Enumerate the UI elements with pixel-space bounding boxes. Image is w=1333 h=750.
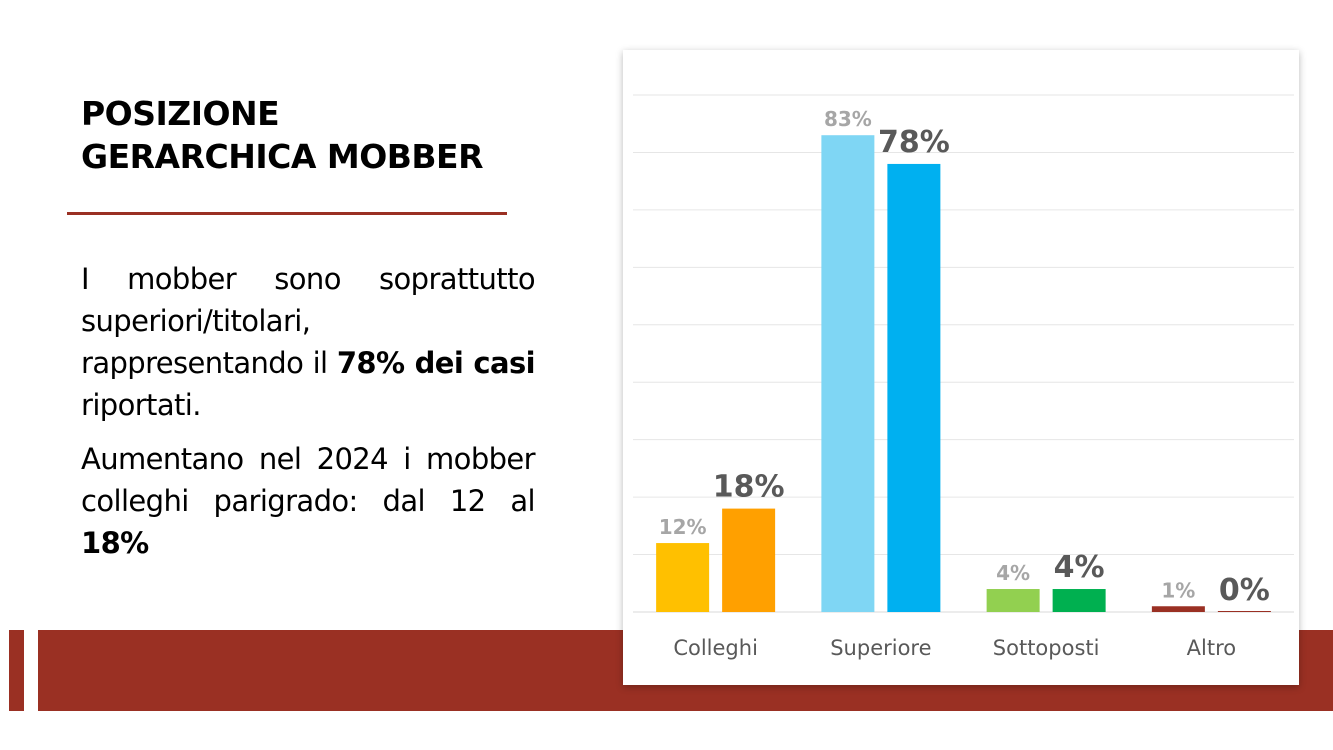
bar-superiore-series-1 <box>821 135 875 612</box>
bar-sottoposti-series-1 <box>986 589 1040 612</box>
paragraph-1-text-a: I mobber sono soprattutto superiori/tito… <box>81 262 536 380</box>
bar-altro-series-1 <box>1151 606 1205 612</box>
data-label-superiore-series-2: 78% <box>878 125 950 160</box>
paragraph-2-bold: 18% <box>81 526 149 560</box>
paragraph-2: Aumentano nel 2024 i mobber colleghi par… <box>81 438 536 564</box>
footer-band-small <box>9 630 24 711</box>
bar-colleghi-series-1 <box>656 543 710 612</box>
category-label-sottoposti: Sottoposti <box>993 636 1100 660</box>
data-label-sottoposti-series-2: 4% <box>1054 550 1105 585</box>
data-label-colleghi-series-2: 18% <box>713 470 785 505</box>
title-line-2: GERARCHICA MOBBER <box>81 137 484 176</box>
data-label-sottoposti-series-1: 4% <box>996 561 1030 585</box>
category-label-superiore: Superiore <box>830 636 931 660</box>
paragraph-2-text-a: Aumentano nel 2024 i mobber colleghi par… <box>81 442 536 518</box>
slide-title: POSIZIONE GERARCHICA MOBBER <box>81 92 551 178</box>
data-label-altro-series-1: 1% <box>1161 578 1195 602</box>
bar-chart: 12%18% Colleghi 83%78% Superiore 4% 4% Sottopo… <box>633 94 1294 660</box>
bar-altro-series-2 <box>1217 611 1271 612</box>
title-divider <box>67 212 507 215</box>
bar-colleghi-series-2 <box>722 508 776 612</box>
data-label-altro-series-2: 0% <box>1219 573 1270 608</box>
bar-superiore-series-2 <box>887 163 941 612</box>
category-label-colleghi: Colleghi <box>673 636 758 660</box>
paragraph-1-bold: 78% dei casi <box>336 346 536 380</box>
bar-sottoposti-series-2 <box>1052 589 1106 612</box>
paragraph-1: I mobber sono soprattutto superiori/tito… <box>81 258 536 426</box>
chart-card: 12% 18% Colleghi 83% 78% Superiore 4% 4% Sottopo… <box>623 50 1299 685</box>
data-label-superiore-series-1: 83% <box>824 107 872 131</box>
title-line-1: POSIZIONE <box>81 94 280 133</box>
paragraph-1-text-b: riportati. <box>81 388 201 422</box>
data-label-colleghi-series-1: 12% <box>659 515 707 539</box>
body-text: I mobber sono soprattutto superiori/tito… <box>81 258 536 576</box>
category-label-altro: Altro <box>1187 636 1236 660</box>
